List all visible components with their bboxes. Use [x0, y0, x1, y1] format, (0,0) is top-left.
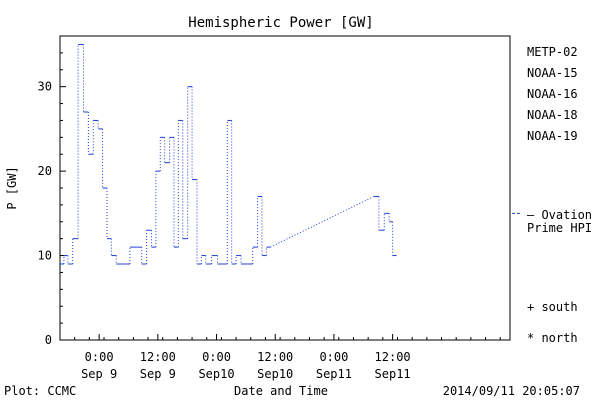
x-tick-label-date: Sep10: [257, 367, 293, 381]
ovation-label-line2: Prime HPI: [527, 221, 592, 235]
legend-item: METP-02: [527, 45, 578, 59]
ovation-marker: — Ovation Prime HPI: [512, 208, 592, 235]
x-tick-label-time: 0:00: [85, 350, 114, 364]
footer-right: 2014/09/11 20:05:07: [443, 384, 580, 398]
x-tick-label-time: 0:00: [202, 350, 231, 364]
legend-item: NOAA-19: [527, 129, 578, 143]
y-axis: 0 10 20 30: [38, 52, 66, 347]
gap-connector: [270, 195, 375, 248]
x-tick-label-time: 0:00: [319, 350, 348, 364]
x-tick-label-time: 12:00: [140, 350, 176, 364]
x-axis: 0:00 Sep 9 12:00 Sep 9 0:00 Sep10 12:00 Sep10 0:…: [59, 334, 501, 381]
footer-center: Date and Time: [234, 384, 328, 398]
x-tick-label-date: Sep 9: [140, 367, 176, 381]
legend: METP-02 NOAA-15 NOAA-16 NOAA-18 NOAA-19: [527, 45, 578, 143]
annotation-north: * north: [527, 331, 578, 345]
x-tick-label-date: Sep11: [316, 367, 352, 381]
x-tick-label-date: Sep11: [375, 367, 411, 381]
x-tick-label-time: 12:00: [257, 350, 293, 364]
footer-left: Plot: CCMC: [4, 384, 76, 398]
legend-item: NOAA-18: [527, 108, 578, 122]
legend-item: NOAA-16: [527, 87, 578, 101]
x-tick-label-time: 12:00: [375, 350, 411, 364]
plot-frame: [59, 35, 511, 341]
chart-title: Hemispheric Power [GW]: [188, 15, 373, 31]
series-noaa-15: [60, 43, 397, 265]
y-tick-label: 20: [38, 164, 52, 178]
y-axis-label: P [GW]: [5, 166, 19, 209]
series-layer: [60, 43, 397, 265]
y-tick-label: 10: [38, 249, 52, 263]
x-tick-label-date: Sep10: [198, 367, 234, 381]
y-tick-label: 30: [38, 80, 52, 94]
annotation-south: + south: [527, 300, 578, 314]
ovation-label-line1: — Ovation: [527, 208, 592, 222]
legend-item: NOAA-15: [527, 66, 578, 80]
y-tick-label: 0: [45, 333, 52, 347]
x-tick-label-date: Sep 9: [81, 367, 117, 381]
